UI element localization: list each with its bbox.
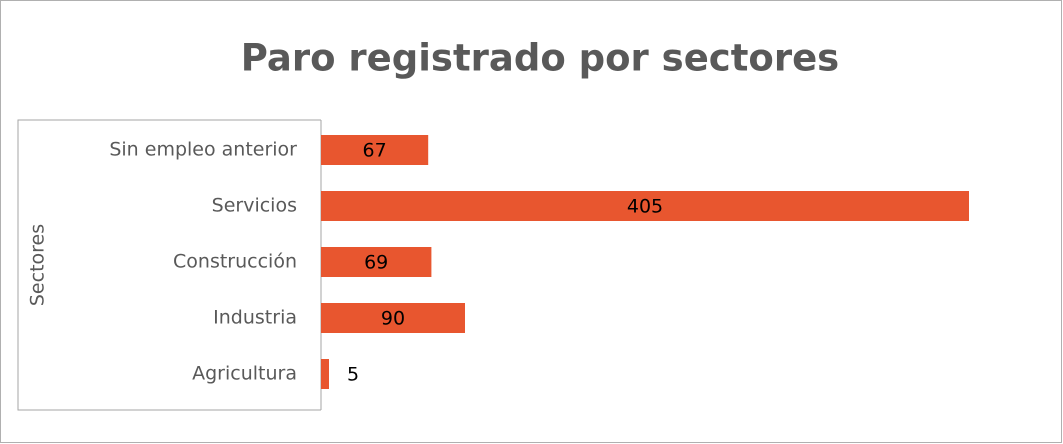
y-axis-label: Sectores (27, 224, 49, 306)
y-tick-label: Agricultura (192, 363, 297, 385)
y-tick-label: Sin empleo anterior (109, 139, 297, 161)
data-label: 405 (627, 196, 663, 218)
y-tick-label: Industria (213, 307, 297, 329)
category-axis-box (17, 119, 321, 411)
bar (321, 303, 465, 333)
data-label: 5 (347, 364, 359, 386)
bar (321, 191, 969, 221)
data-label: 67 (363, 140, 387, 162)
y-tick-label: Servicios (212, 195, 297, 217)
bar (321, 135, 429, 165)
bar (321, 247, 432, 277)
chart-title: Paro registrado por sectores (241, 37, 839, 80)
data-label: 90 (381, 308, 405, 330)
data-label: 69 (364, 252, 388, 274)
y-tick-label: Construcción (173, 251, 297, 273)
bar (321, 359, 329, 389)
